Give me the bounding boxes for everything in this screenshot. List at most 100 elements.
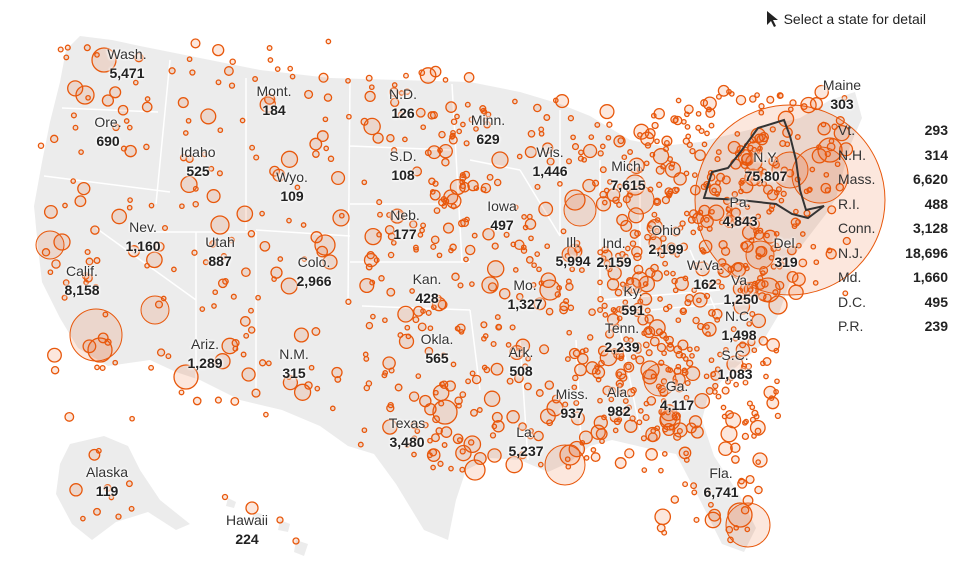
case-bubble xyxy=(679,307,688,316)
state-label[interactable]: S.D. 108 xyxy=(389,147,416,185)
case-bubble xyxy=(473,126,479,132)
state-label[interactable]: Del. 319 xyxy=(774,234,799,272)
state-label[interactable]: La. 5,237 xyxy=(508,423,543,461)
side-list-row[interactable]: Md. 1,660 xyxy=(838,265,948,290)
case-bubble xyxy=(464,244,476,256)
state-label[interactable]: Mo. 1,327 xyxy=(507,276,542,314)
state-label[interactable]: Ind. 2,159 xyxy=(596,234,631,272)
state-label[interactable]: Pa. 4,843 xyxy=(722,193,757,231)
case-bubble xyxy=(414,428,421,434)
side-list-row[interactable]: N.H. 314 xyxy=(838,143,948,168)
case-bubble xyxy=(672,115,683,126)
case-bubble xyxy=(63,54,70,61)
side-list-row[interactable]: P.R. 239 xyxy=(838,314,948,339)
side-list-row[interactable]: R.I. 488 xyxy=(838,192,948,217)
side-list-row[interactable]: D.C. 495 xyxy=(838,290,948,315)
case-bubble xyxy=(754,92,760,98)
state-label[interactable]: Wyo. 109 xyxy=(276,168,308,206)
case-bubble xyxy=(223,66,234,76)
state-label[interactable]: Miss. 937 xyxy=(556,385,589,423)
case-bubble xyxy=(437,299,448,310)
state-label[interactable]: Va. 1,250 xyxy=(723,271,758,309)
side-list-row[interactable]: Mass. 6,620 xyxy=(838,167,948,192)
case-bubble xyxy=(50,365,60,375)
state-label[interactable]: S.C. 1,083 xyxy=(717,346,752,384)
state-label[interactable]: Mich. 7,615 xyxy=(610,157,645,195)
side-state-count: 488 xyxy=(924,195,948,212)
state-label[interactable]: Fla. 6,741 xyxy=(703,464,738,502)
case-bubble xyxy=(459,448,466,455)
state-label[interactable]: Ohio 2,199 xyxy=(648,221,683,259)
side-state-count: 314 xyxy=(924,146,948,163)
state-label[interactable]: Colo. 2,966 xyxy=(296,253,331,291)
state-label[interactable]: Ga. 4,117 xyxy=(660,377,694,415)
state-label[interactable]: N.Y. 75,807 xyxy=(745,148,788,186)
case-bubble xyxy=(128,505,135,512)
state-label[interactable]: Tenn. 2,239 xyxy=(604,319,639,357)
side-list-row[interactable]: N.J. 18,696 xyxy=(838,241,948,266)
state-name: N.M. xyxy=(279,346,309,362)
state-label[interactable]: Calif. 8,158 xyxy=(64,262,99,300)
case-bubble xyxy=(64,44,71,51)
state-label[interactable]: Minn. 629 xyxy=(471,111,505,149)
state-label[interactable]: Ky. 591 xyxy=(621,282,644,320)
state-label[interactable]: Ala. 982 xyxy=(607,383,631,421)
state-label[interactable]: Ore. 690 xyxy=(94,113,121,151)
case-bubble xyxy=(667,367,674,373)
state-label[interactable]: Utah 887 xyxy=(205,233,235,271)
state-label[interactable]: Okla. 565 xyxy=(421,330,454,368)
state-label[interactable]: Wash. 5,471 xyxy=(107,45,146,83)
state-label[interactable]: N.M. 315 xyxy=(279,345,309,383)
state-count: 565 xyxy=(425,350,449,366)
case-bubble xyxy=(455,444,472,462)
state-name: Ark. xyxy=(508,344,534,360)
state-label[interactable]: W.Va. 162 xyxy=(687,256,723,294)
case-bubble xyxy=(251,388,261,398)
hint-text: Select a state for detail xyxy=(783,11,926,27)
case-bubble xyxy=(454,325,461,332)
case-bubble xyxy=(733,524,740,531)
case-bubble xyxy=(586,334,594,341)
state-label[interactable]: Ill. 5,994 xyxy=(555,233,590,271)
state-label[interactable]: Nev. 1,160 xyxy=(125,218,160,256)
case-bubble xyxy=(91,47,117,73)
case-bubble xyxy=(357,441,364,448)
state-label[interactable]: Ariz. 1,289 xyxy=(187,335,222,373)
case-bubble xyxy=(795,218,802,225)
case-bubble xyxy=(599,143,606,150)
case-bubble xyxy=(536,266,542,273)
case-bubble xyxy=(366,251,375,260)
case-bubble xyxy=(623,304,629,311)
case-bubble xyxy=(463,72,475,83)
case-bubble xyxy=(772,161,780,169)
case-bubble xyxy=(530,282,537,288)
case-bubble xyxy=(762,184,774,195)
case-bubble xyxy=(300,222,307,228)
case-bubble xyxy=(749,310,756,318)
state-label[interactable]: Hawaii 224 xyxy=(226,511,268,549)
state-label[interactable]: Ark. 508 xyxy=(509,343,534,381)
case-bubble xyxy=(625,404,632,411)
case-bubble xyxy=(629,415,636,422)
state-label[interactable]: N.C. 1,498 xyxy=(721,307,756,345)
side-list-row[interactable]: Vt. 293 xyxy=(838,118,948,143)
state-count: 1,160 xyxy=(125,238,161,254)
state-label[interactable]: Maine 303 xyxy=(823,76,861,114)
state-label[interactable]: N.D. 126 xyxy=(389,85,417,123)
state-label[interactable]: Neb. 177 xyxy=(390,206,420,244)
case-bubble xyxy=(772,289,779,296)
state-label[interactable]: Kan. 428 xyxy=(413,270,442,308)
side-list-row[interactable]: Conn. 3,128 xyxy=(838,216,948,241)
case-bubble xyxy=(644,128,656,140)
case-bubble xyxy=(437,460,444,467)
state-label[interactable]: Idaho 525 xyxy=(180,143,215,181)
state-label[interactable]: Texas 3,480 xyxy=(389,414,426,452)
state-label[interactable]: Mont. 184 xyxy=(256,82,291,120)
state-label[interactable]: Iowa 497 xyxy=(487,197,517,235)
case-bubble xyxy=(747,287,754,293)
state-label[interactable]: Alaska 119 xyxy=(86,463,128,501)
case-bubble xyxy=(800,96,817,114)
case-bubble xyxy=(543,114,551,121)
case-bubble xyxy=(654,138,660,145)
state-label[interactable]: Wis. 1,446 xyxy=(532,143,567,181)
